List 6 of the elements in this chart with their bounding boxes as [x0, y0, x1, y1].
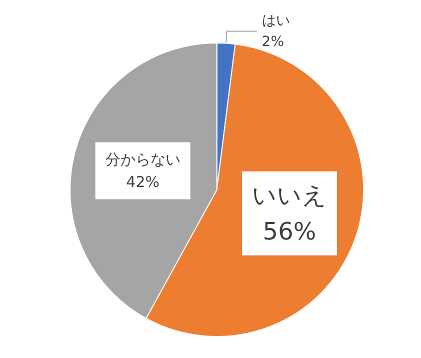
data-label: 42%: [126, 172, 160, 191]
slice-label: はい: [262, 12, 290, 29]
data-label: 2%: [262, 34, 284, 50]
slice-label: 分からない: [105, 150, 180, 168]
data-label: 56%: [262, 217, 316, 246]
slice-label: いいえ: [252, 181, 327, 210]
